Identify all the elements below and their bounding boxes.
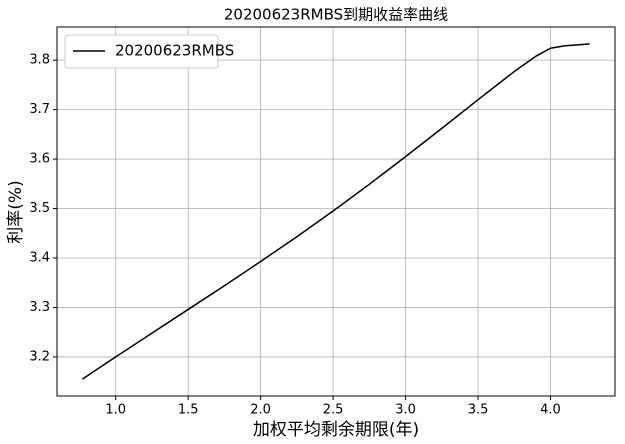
y-tick-label: 3.5 [29, 201, 50, 216]
plot-frame [56, 26, 616, 397]
x-tick-label: 3.5 [468, 403, 489, 418]
x-tick-label: 1.0 [105, 403, 126, 418]
y-tick-label: 3.3 [29, 300, 50, 315]
y-tick-label: 3.2 [29, 349, 50, 364]
chart-title: 20200623RMBS到期收益率曲线 [224, 6, 448, 24]
legend: 20200623RMBS [64, 34, 234, 69]
y-tick-label: 3.6 [29, 152, 50, 167]
legend-box [64, 34, 219, 69]
legend-label: 20200623RMBS [115, 42, 234, 60]
x-tick-label: 2.0 [250, 403, 271, 418]
y-tick-label: 3.7 [29, 102, 50, 117]
x-axis-label: 加权平均剩余期限(年) [253, 420, 419, 440]
y-tick-label: 3.8 [29, 53, 50, 68]
line-series [81, 43, 590, 380]
x-tick-label: 2.5 [323, 403, 344, 418]
y-tick-label: 3.4 [29, 250, 50, 265]
x-tick-label: 3.0 [395, 403, 416, 418]
x-tick-label: 1.5 [178, 403, 199, 418]
x-tick-label: 4.0 [540, 403, 561, 418]
y-axis-label: 利率(%) [6, 180, 26, 243]
